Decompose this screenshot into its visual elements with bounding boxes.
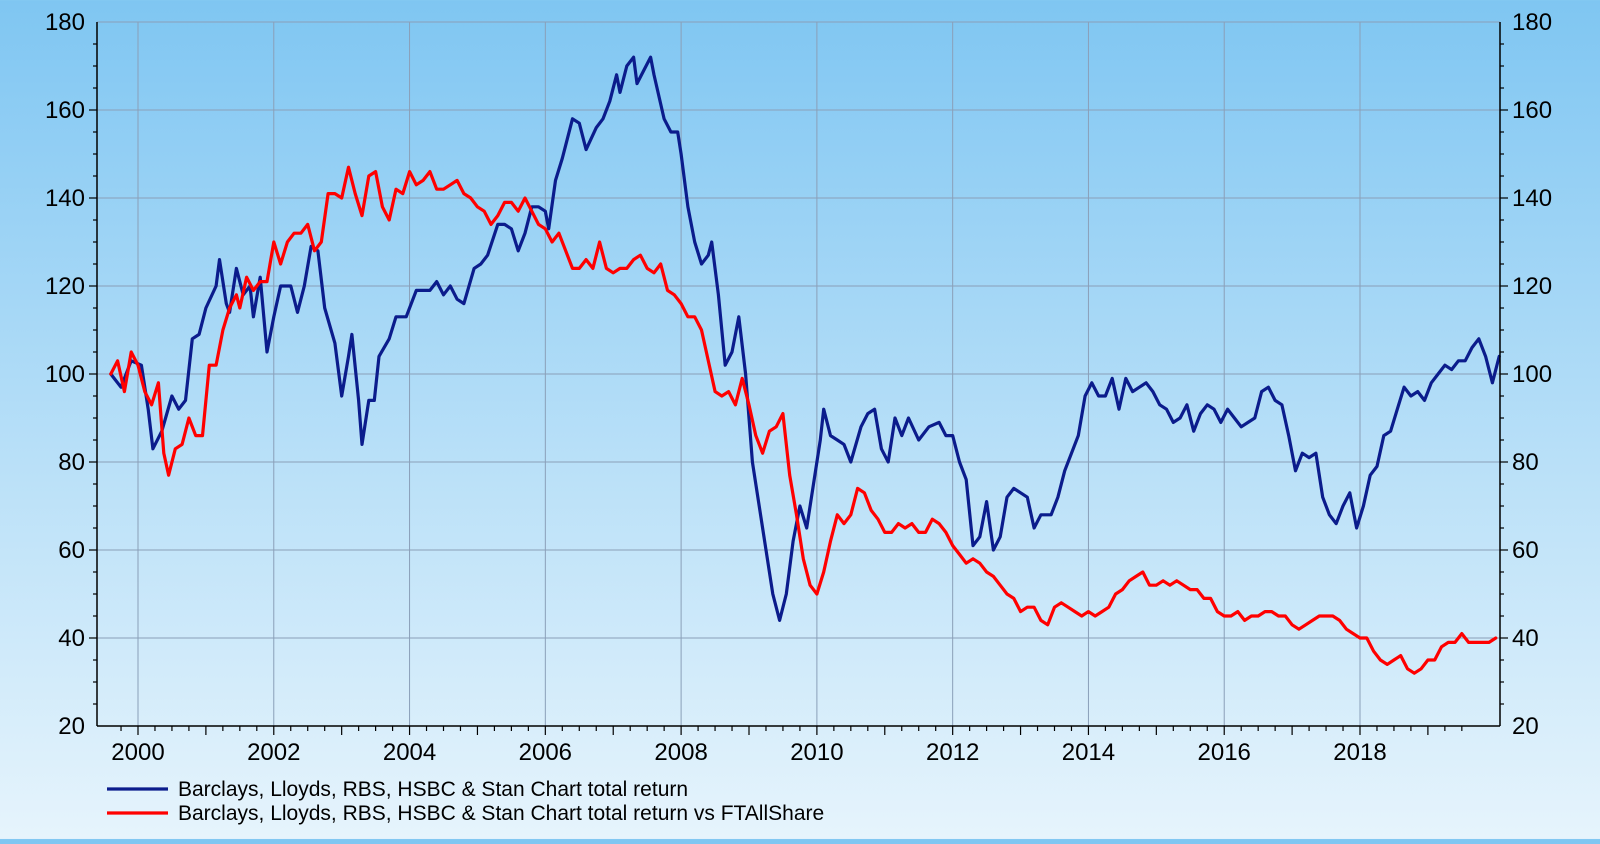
- y-tick-label-left: 120: [45, 273, 85, 300]
- y-tick-label-right: 100: [1512, 361, 1552, 388]
- y-tick-label-right: 140: [1512, 185, 1552, 212]
- y-tick-label-right: 60: [1512, 537, 1539, 564]
- y-tick-label-left: 20: [58, 713, 85, 740]
- axis-layer: 2000 2002 2004 2006 2008 2010 2012 2014 2016 2018…: [45, 9, 1552, 766]
- x-tick-label: 2000: [111, 739, 164, 766]
- x-tick-label: 2002: [247, 739, 300, 766]
- y-tick-label-right: 160: [1512, 97, 1552, 124]
- y-tick-label-left: 100: [45, 361, 85, 388]
- y-tick-label-left: 160: [45, 97, 85, 124]
- series-line-vs-ftallshare: [109, 165, 1498, 675]
- y-tick-label-right: 80: [1512, 449, 1539, 476]
- x-tick-label: 2004: [383, 739, 436, 766]
- x-tick-label: 2010: [790, 739, 843, 766]
- y-tick-label-left: 140: [45, 185, 85, 212]
- x-tick-label: 2012: [926, 739, 979, 766]
- x-tick-label: 2016: [1198, 739, 1251, 766]
- y-tick-label-right: 120: [1512, 273, 1552, 300]
- y-tick-label-right: 40: [1512, 625, 1539, 652]
- y-tick-label-right: 20: [1512, 713, 1539, 740]
- legend-label: Barclays, Lloyds, RBS, HSBC & Stan Chart…: [178, 802, 824, 825]
- y-tick-label-left: 60: [58, 537, 85, 564]
- y-tick-label-left: 80: [58, 449, 85, 476]
- y-tick-label-left: 180: [45, 9, 85, 36]
- y-tick-label-left: 40: [58, 625, 85, 652]
- y-tick-label-right: 180: [1512, 9, 1552, 36]
- x-tick-label: 2014: [1062, 739, 1115, 766]
- series-line-total-return: [109, 55, 1501, 623]
- x-tick-label: 2018: [1333, 739, 1386, 766]
- legend: Barclays, Lloyds, RBS, HSBC & Stan Chart…: [107, 778, 824, 825]
- x-tick-label: 2006: [519, 739, 572, 766]
- legend-label: Barclays, Lloyds, RBS, HSBC & Stan Chart…: [178, 778, 688, 801]
- series-layer: [109, 55, 1501, 675]
- x-tick-label: 2008: [654, 739, 707, 766]
